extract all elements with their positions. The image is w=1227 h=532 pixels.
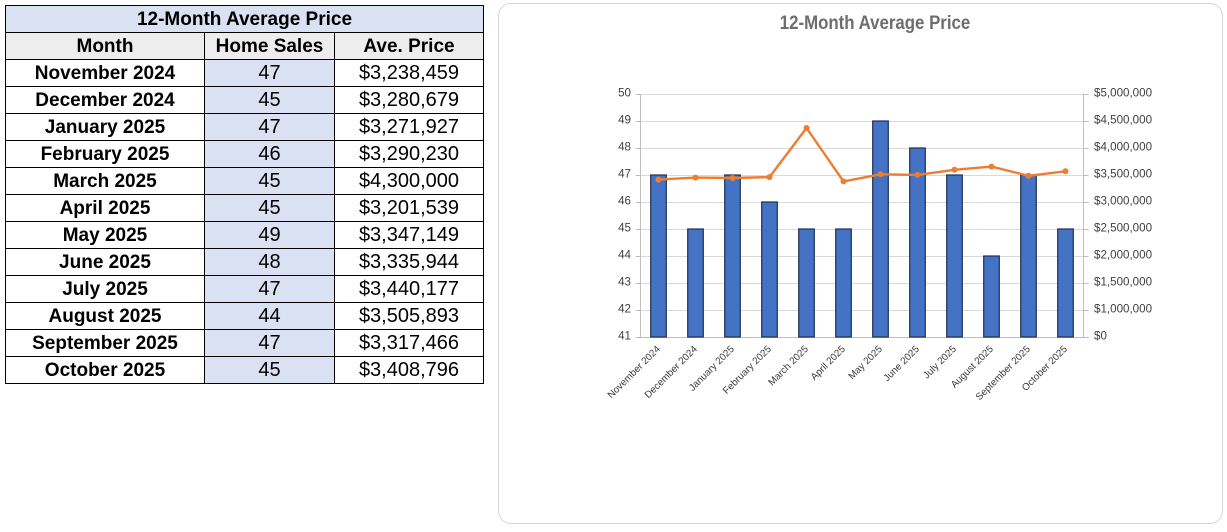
svg-text:41: 41 xyxy=(618,330,631,343)
svg-text:$1,500,000: $1,500,000 xyxy=(1094,276,1152,289)
svg-text:47: 47 xyxy=(618,168,631,181)
svg-text:July 2025: July 2025 xyxy=(921,343,959,381)
svg-text:$4,500,000: $4,500,000 xyxy=(1094,114,1152,127)
svg-text:50: 50 xyxy=(618,87,631,100)
svg-text:48: 48 xyxy=(618,141,631,154)
svg-text:$5,000,000: $5,000,000 xyxy=(1094,87,1152,100)
svg-text:$2,000,000: $2,000,000 xyxy=(1094,249,1152,262)
svg-text:49: 49 xyxy=(618,114,631,127)
svg-text:$0: $0 xyxy=(1094,330,1107,343)
svg-text:46: 46 xyxy=(618,195,631,208)
svg-text:$1,000,000: $1,000,000 xyxy=(1094,303,1152,316)
svg-text:June 2025: June 2025 xyxy=(882,343,923,384)
svg-text:$3,500,000: $3,500,000 xyxy=(1094,168,1152,181)
svg-text:$3,000,000: $3,000,000 xyxy=(1094,195,1152,208)
svg-text:42: 42 xyxy=(618,303,631,316)
svg-text:$4,000,000: $4,000,000 xyxy=(1094,141,1152,154)
svg-text:May 2025: May 2025 xyxy=(847,343,886,382)
svg-text:12-Month Average Price: 12-Month Average Price xyxy=(780,12,971,34)
svg-text:April 2025: April 2025 xyxy=(809,343,848,382)
svg-text:44: 44 xyxy=(618,249,631,262)
svg-text:43: 43 xyxy=(618,276,631,289)
svg-text:$2,500,000: $2,500,000 xyxy=(1094,222,1152,235)
svg-text:45: 45 xyxy=(618,222,631,235)
svg-text:March 2025: March 2025 xyxy=(766,343,811,388)
